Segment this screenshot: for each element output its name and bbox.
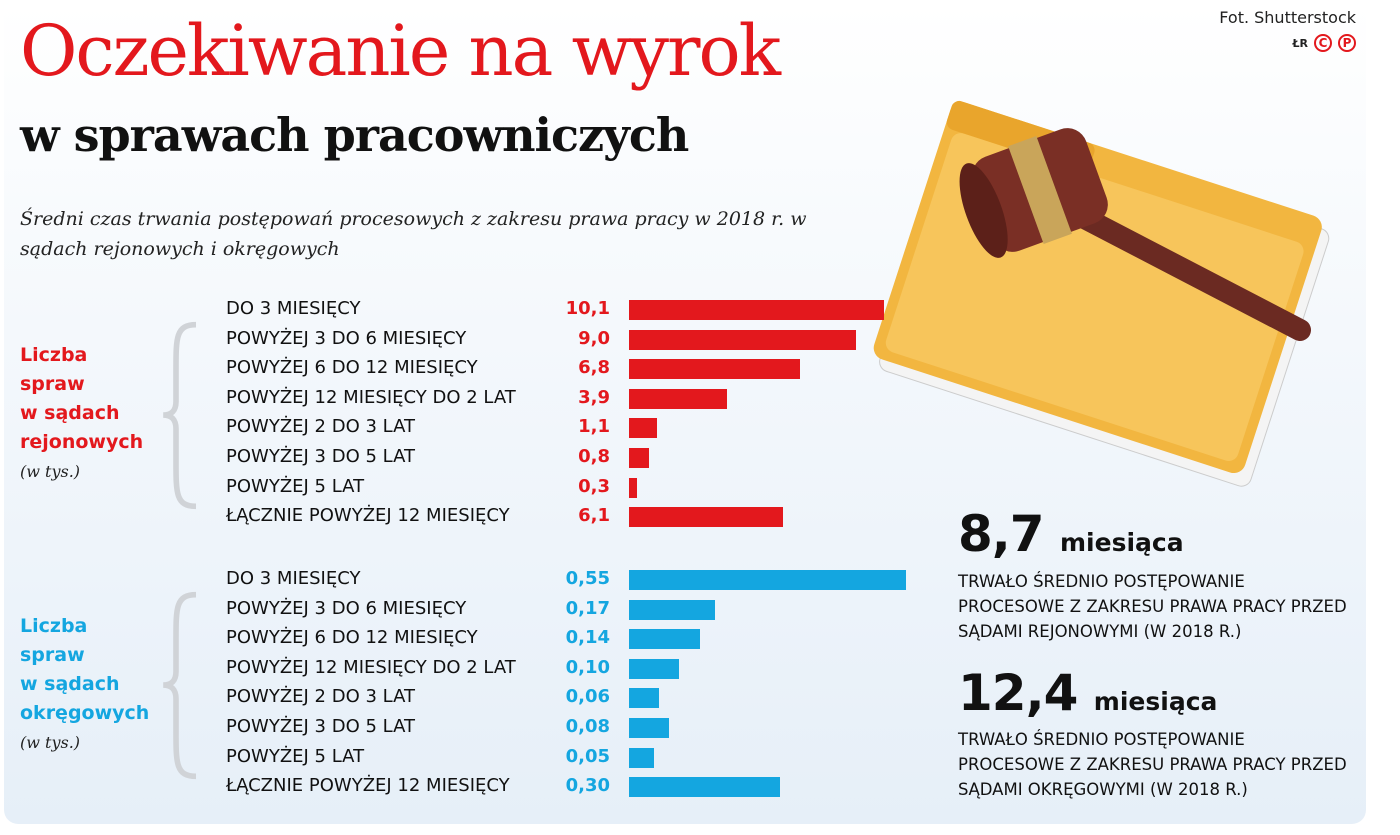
bar: [629, 629, 700, 650]
value-label: 3,9: [578, 386, 610, 408]
bar-row: POWYŻEJ 5 LAT 0,3: [226, 474, 926, 503]
bar: [629, 300, 884, 320]
bar: [629, 507, 783, 528]
category-label: POWYŻEJ 12 MIESIĘCY DO 2 LAT: [226, 386, 516, 408]
category-label: POWYŻEJ 5 LAT: [226, 745, 365, 767]
stat-unit: miesiąca: [1093, 687, 1218, 716]
logo-text: ŁR: [1292, 36, 1308, 50]
group-label-line: w sądach: [20, 402, 120, 424]
bar: [629, 570, 907, 590]
p-mark-icon: P: [1338, 34, 1356, 52]
bar: [629, 747, 655, 768]
bar-row: POWYŻEJ 2 DO 3 LAT 1,1: [226, 414, 926, 443]
value-label: 0,05: [565, 745, 610, 767]
value-label: 0,3: [578, 475, 610, 497]
value-label: 0,14: [565, 627, 610, 649]
category-label: POWYŻEJ 5 LAT: [226, 475, 365, 497]
bar: [629, 329, 856, 350]
bar: [629, 359, 801, 380]
bar: [629, 448, 650, 468]
category-label: POWYŻEJ 3 DO 5 LAT: [226, 446, 415, 467]
category-label: POWYŻEJ 3 DO 5 LAT: [226, 716, 415, 737]
bar: [629, 688, 660, 709]
publisher-logo: ŁR C P: [1292, 34, 1356, 52]
value-label: 0,17: [565, 597, 610, 619]
bar: [629, 477, 637, 498]
stat-value: 12,4: [958, 664, 1078, 722]
value-label: 10,1: [565, 298, 610, 319]
value-label: 0,55: [565, 568, 610, 589]
value-label: 0,8: [578, 446, 610, 467]
value-label: 0,30: [565, 775, 610, 797]
category-label: POWYŻEJ 2 DO 3 LAT: [226, 416, 415, 438]
stat-rejonowe-text: TRWAŁO ŚREDNIO POSTĘPOWANIE PROCESOWE Z …: [958, 572, 1347, 641]
stat-okregowe-text: TRWAŁO ŚREDNIO POSTĘPOWANIE PROCESOWE Z …: [958, 730, 1347, 799]
bar-row: POWYŻEJ 12 MIESIĘCY DO 2 LAT 0,10: [226, 655, 926, 684]
value-label: 0,08: [565, 716, 610, 737]
bar: [629, 388, 728, 409]
category-label: POWYŻEJ 3 DO 6 MIESIĘCY: [226, 327, 467, 349]
group-label-line: w sądach: [20, 673, 120, 695]
group-label-line: Liczba: [20, 344, 88, 366]
page-subtitle: w sprawach pracowniczych: [20, 108, 689, 162]
bar-row: POWYŻEJ 3 DO 5 LAT 0,8: [226, 444, 926, 473]
value-label: 0,06: [565, 686, 610, 708]
bar: [629, 777, 781, 798]
page-title: Oczekiwanie na wyrok: [20, 10, 781, 92]
unit-label: (w tys.): [20, 733, 81, 752]
bar: [629, 418, 657, 439]
bar-row: POWYŻEJ 6 DO 12 MIESIĘCY 0,14: [226, 625, 926, 654]
stat-rejonowe: 8,7 miesiąca: [958, 505, 1184, 563]
value-label: 6,1: [578, 505, 610, 527]
category-label: DO 3 MIESIĘCY: [226, 568, 361, 589]
bar-row: POWYŻEJ 12 MIESIĘCY DO 2 LAT 3,9: [226, 385, 926, 414]
category-label: POWYŻEJ 6 DO 12 MIESIĘCY: [226, 357, 478, 379]
category-label: POWYŻEJ 6 DO 12 MIESIĘCY: [226, 627, 478, 649]
category-label: POWYŻEJ 3 DO 6 MIESIĘCY: [226, 597, 467, 619]
group-label-line: okręgowych: [20, 702, 150, 724]
brace-rejonowe: [163, 321, 197, 510]
group-label-okregowe: Liczba spraw w sądach okręgowych (w tys.…: [20, 612, 149, 757]
copyright-icon: C: [1314, 34, 1332, 52]
stat-okregowe: 12,4 miesiąca: [958, 664, 1217, 722]
unit-label: (w tys.): [20, 462, 81, 481]
bar-row: DO 3 MIESIĘCY 0,55: [226, 566, 926, 595]
bar-row: ŁĄCZNIE POWYŻEJ 12 MIESIĘCY 6,1: [226, 503, 926, 532]
stat-unit: miesiąca: [1060, 528, 1184, 557]
stat-value: 8,7: [958, 505, 1045, 563]
bar: [629, 718, 670, 738]
bar: [629, 658, 680, 679]
gavel-folder-illustration: [873, 100, 1330, 487]
category-label: ŁĄCZNIE POWYŻEJ 12 MIESIĘCY: [226, 775, 510, 797]
value-label: 1,1: [578, 416, 610, 438]
bar-row: POWYŻEJ 3 DO 6 MIESIĘCY 0,17: [226, 596, 926, 625]
group-label-line: rejonowych: [20, 431, 144, 453]
bar-row: POWYŻEJ 3 DO 5 LAT 0,08: [226, 714, 926, 743]
brace-okregowe: [163, 591, 197, 780]
value-label: 6,8: [578, 357, 610, 379]
value-label: 9,0: [578, 327, 610, 349]
bar-row: POWYŻEJ 3 DO 6 MIESIĘCY 9,0: [226, 326, 926, 355]
bar-row: POWYŻEJ 5 LAT 0,05: [226, 744, 926, 773]
bar-row: DO 3 MIESIĘCY 10,1: [226, 296, 926, 325]
category-label: DO 3 MIESIĘCY: [226, 298, 361, 319]
category-label: POWYŻEJ 2 DO 3 LAT: [226, 686, 415, 708]
bar-row: POWYŻEJ 6 DO 12 MIESIĘCY 6,8: [226, 355, 926, 384]
group-label-rejonowe: Liczba spraw w sądach rejonowych (w tys.…: [20, 341, 143, 486]
group-label-line: Liczba: [20, 615, 88, 637]
value-label: 0,10: [565, 656, 610, 678]
group-label-line: spraw: [20, 644, 85, 666]
bar-row: POWYŻEJ 2 DO 3 LAT 0,06: [226, 684, 926, 713]
bar: [629, 599, 715, 620]
description: Średni czas trwania postępowań procesowy…: [20, 208, 807, 260]
bar-row: ŁĄCZNIE POWYŻEJ 12 MIESIĘCY 0,30: [226, 773, 926, 802]
group-label-line: spraw: [20, 373, 85, 395]
category-label: POWYŻEJ 12 MIESIĘCY DO 2 LAT: [226, 656, 516, 678]
photo-credit: Fot. Shutterstock: [1219, 8, 1356, 27]
category-label: ŁĄCZNIE POWYŻEJ 12 MIESIĘCY: [226, 505, 510, 527]
